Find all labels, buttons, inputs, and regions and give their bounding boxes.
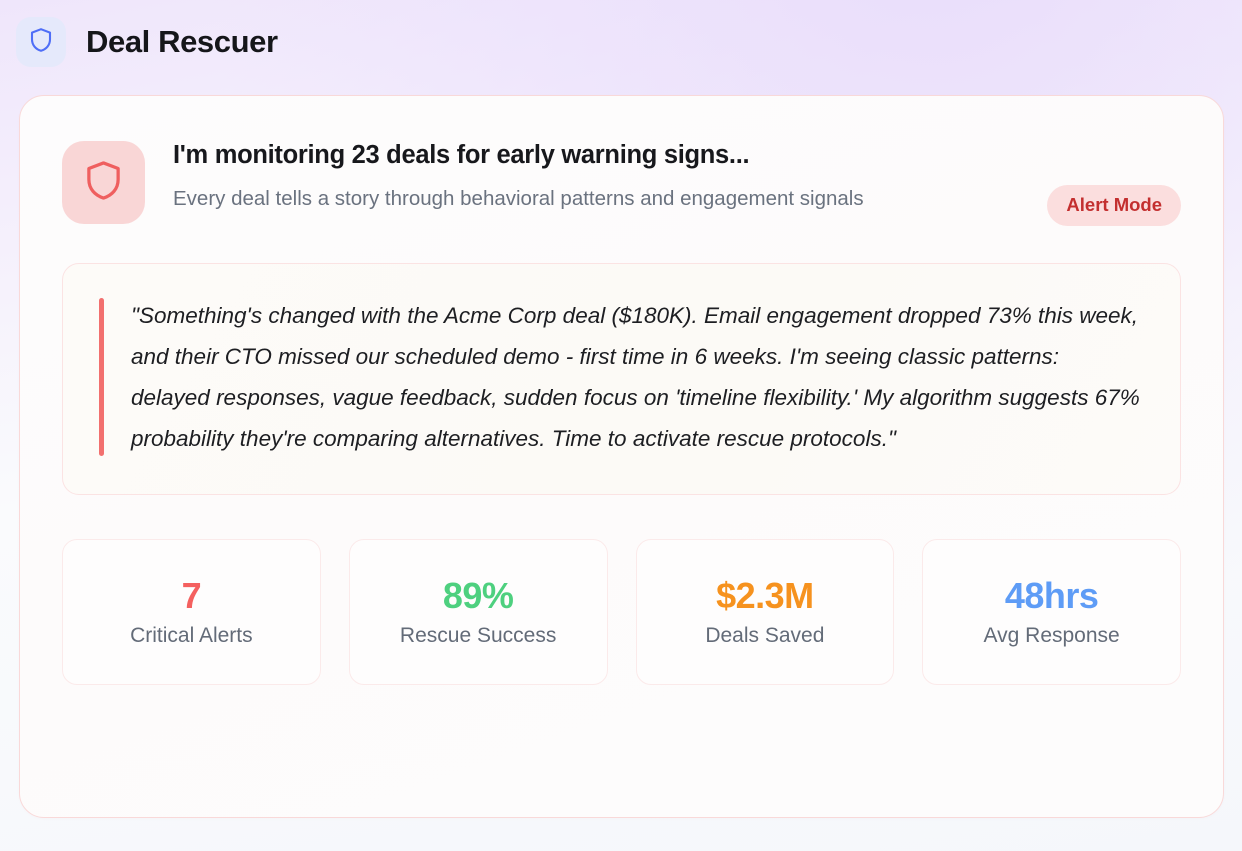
app-header: Deal Rescuer [16,16,278,68]
stat-card-critical-alerts[interactable]: 7 Critical Alerts [62,538,321,685]
shield-icon [29,27,53,58]
quote-text: "Something's changed with the Acme Corp … [131,303,1140,451]
agent-card: I'm monitoring 23 deals for early warnin… [19,95,1224,818]
stat-value: 7 [181,574,202,616]
stat-card-deals-saved[interactable]: $2.3M Deals Saved [635,538,895,685]
shield-icon [84,159,123,207]
quote-block: "Something's changed with the Acme Corp … [62,263,1181,495]
stats-row: 7 Critical Alerts 89% Rescue Success $2.… [62,538,1181,685]
stat-value: 48hrs [1004,574,1099,616]
stat-card-avg-response[interactable]: 48hrs Avg Response [922,538,1181,685]
stat-label: Rescue Success [399,623,557,647]
stat-label: Critical Alerts [130,623,253,647]
card-title: I'm monitoring 23 deals for early warnin… [173,141,750,169]
app-logo-badge [16,17,66,67]
status-badge[interactable]: Alert Mode [1047,185,1181,226]
stat-value: $2.3M [716,574,814,616]
stat-label: Deals Saved [705,623,825,647]
stat-value: 89% [442,574,514,616]
app-title: Deal Rescuer [86,24,278,59]
card-header-text: I'm monitoring 23 deals for early warnin… [173,138,983,213]
agent-avatar [62,141,145,224]
stat-label: Avg Response [983,623,1120,647]
card-header: I'm monitoring 23 deals for early warnin… [62,138,1181,226]
quote-accent-bar [99,298,104,456]
stat-card-rescue-success[interactable]: 89% Rescue Success [348,538,608,685]
card-subtitle: Every deal tells a story through behavio… [173,187,864,211]
